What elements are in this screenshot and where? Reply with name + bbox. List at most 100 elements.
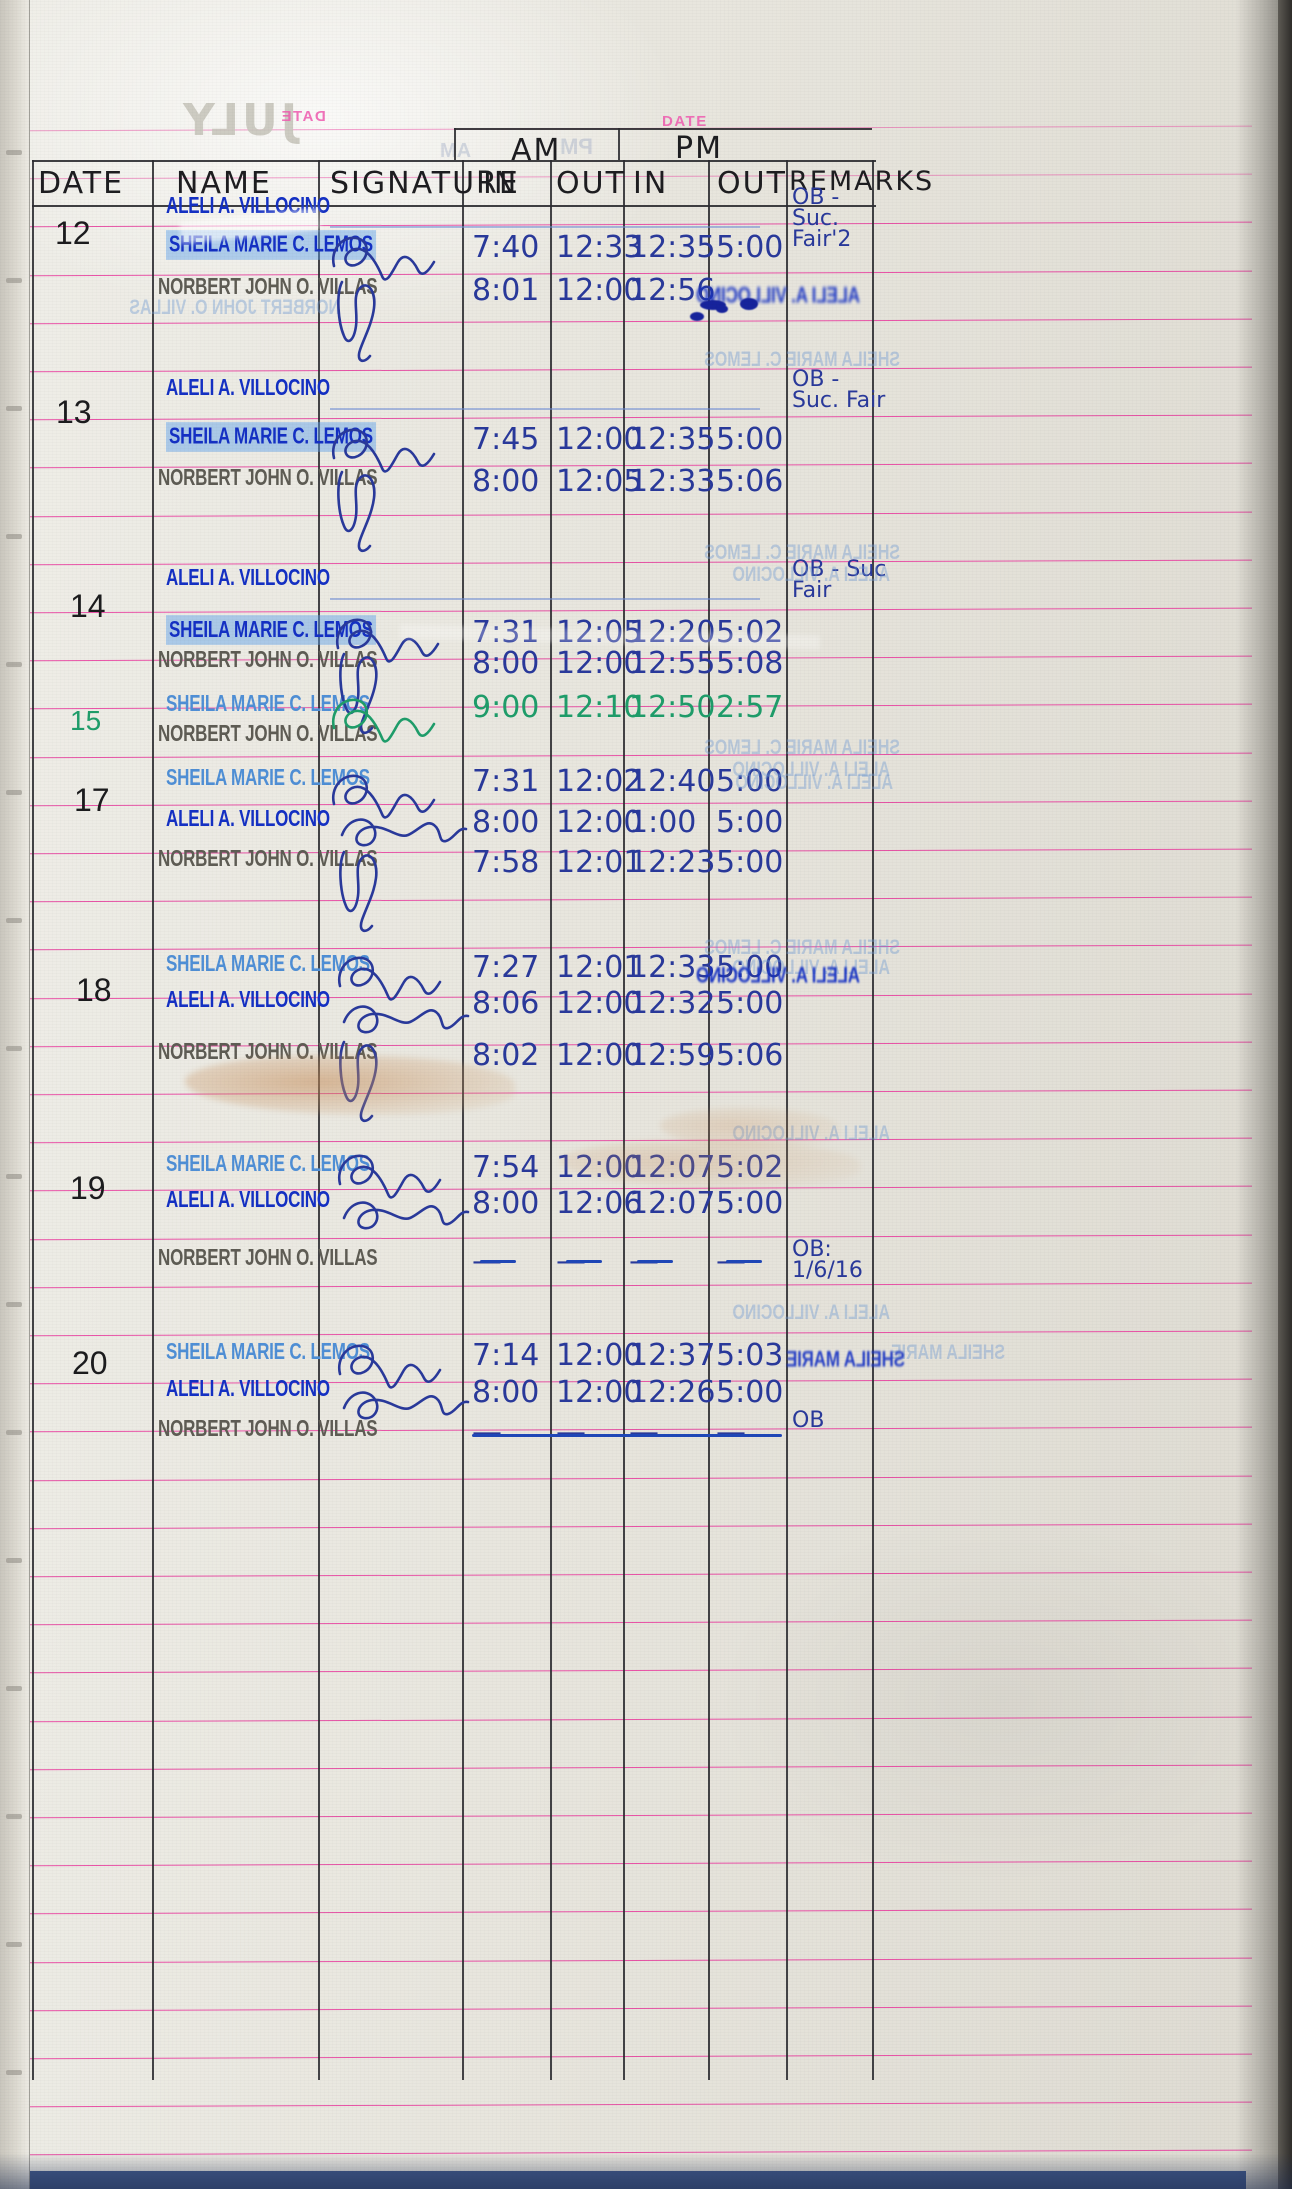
- ink-blot: [740, 298, 758, 310]
- column-divider: [618, 128, 620, 160]
- cell-am-in: 7:31: [472, 764, 540, 799]
- cell-am-out: 12:00: [556, 273, 643, 308]
- column-divider: [872, 160, 874, 2080]
- cell-am-out: 12:00: [556, 1150, 642, 1185]
- signature-mark: [340, 992, 480, 1082]
- cell-am-in: 7:14: [472, 1338, 540, 1373]
- cell-pm-in: 12:33: [629, 464, 716, 499]
- cell-date: 14: [70, 588, 106, 624]
- cell-am-out: 12:05: [556, 615, 642, 650]
- cell-am-in: —: [472, 1415, 502, 1450]
- cell-pm-in: 12:07: [629, 1150, 715, 1185]
- cell-pm-in: 12:35: [629, 230, 716, 265]
- cell-am-out: 12:01: [556, 950, 643, 985]
- row-divider: [32, 205, 876, 208]
- signature-mark: [330, 694, 470, 784]
- cell-name: SHEILA MARIE C. LEMOS: [166, 1150, 370, 1177]
- ob-strike-line: [330, 598, 760, 600]
- cell-date: 20: [72, 1345, 108, 1381]
- column-divider: [708, 160, 710, 2080]
- col-header-pm-out: OUT: [717, 166, 787, 201]
- cell-pm-out: 5:00: [716, 1186, 784, 1221]
- signature-mark: [340, 1378, 480, 1468]
- cell-name: SHEILA MARIE C. LEMOS: [166, 1338, 370, 1365]
- cell-pm-out: 5:06: [716, 1038, 784, 1073]
- cell-name: ALELI A. VILLOCINO: [166, 564, 330, 591]
- cell-pm-out: 5:00: [716, 764, 784, 799]
- cell-pm-out: 5:00: [716, 230, 784, 265]
- cell-remarks: OB - Suc. Fair'2: [792, 185, 852, 252]
- bottom-shadow: [0, 2153, 1292, 2189]
- row-divider: [32, 160, 876, 163]
- row-divider: [454, 128, 872, 131]
- cell-am-out: 12:00: [556, 1375, 643, 1410]
- cell-date: 17: [74, 782, 110, 818]
- column-divider: [623, 160, 625, 2080]
- col-header-am-in: IN: [483, 166, 519, 201]
- cell-am-in: 8:00: [472, 1375, 540, 1410]
- cell-pm-in: 12:33: [629, 950, 716, 985]
- cell-pm-out: 5:00: [716, 422, 784, 457]
- cell-am-in: 8:01: [472, 273, 540, 308]
- cell-pm-out: 5:03: [716, 1338, 784, 1373]
- cell-am-in: 8:00: [472, 646, 540, 681]
- page-edge: [1278, 0, 1292, 2189]
- cell-am-in: 8:06: [472, 986, 540, 1021]
- cell-am-out: 12:33: [556, 230, 643, 265]
- cell-am-out: 12:05: [556, 464, 643, 499]
- signature-mark: [330, 424, 470, 514]
- cell-pm-in: 12:55: [629, 646, 716, 681]
- coffee-stain: [185, 1055, 515, 1115]
- column-divider: [454, 128, 456, 160]
- coffee-stain-3: [660, 1108, 840, 1148]
- column-divider: [550, 160, 552, 2080]
- cell-am-in: 7:45: [472, 422, 540, 457]
- cell-pm-in: —: [629, 1415, 659, 1450]
- absent-strike: [472, 1434, 782, 1437]
- cell-am-out: 12:00: [556, 646, 643, 681]
- cell-date: 12: [55, 215, 91, 251]
- cell-pm-in: 1:00: [629, 805, 697, 840]
- absent-dash: [726, 1260, 762, 1263]
- cell-pm-out: 5:00: [716, 986, 784, 1021]
- cell-am-out: —: [556, 1415, 586, 1450]
- signature-mark: [330, 468, 470, 558]
- cell-name: NORBERT JOHN O. VILLAS: [158, 720, 378, 747]
- ink-blot: [716, 305, 728, 313]
- signature-mark: [330, 770, 470, 860]
- printed-date-label-right: DATE: [662, 113, 708, 130]
- col-header-signature: SIGNATURE: [330, 166, 520, 201]
- cell-date: 13: [56, 394, 92, 430]
- col-header-name: NAME: [176, 166, 272, 201]
- cell-am-in: 7:54: [472, 1150, 540, 1185]
- cell-am-out: 12:00: [556, 986, 643, 1021]
- cell-date: 15: [70, 705, 102, 736]
- cell-date: 18: [76, 972, 112, 1008]
- signature-mark: [336, 1150, 476, 1240]
- absent-dash: [637, 1260, 673, 1263]
- cell-am-out: 12:00: [556, 422, 643, 457]
- cell-am-out: 12:00: [556, 805, 643, 840]
- cell-pm-out: 5:02: [716, 1150, 783, 1185]
- signature-mark: [338, 805, 478, 895]
- ob-strike-line: [330, 226, 760, 228]
- cell-am-out: 12:01: [556, 845, 643, 880]
- cell-name: ALELI A. VILLOCINO: [166, 805, 330, 832]
- cell-name: ALELI A. VILLOCINO: [166, 374, 330, 401]
- cell-pm-in: 12:37: [629, 1338, 716, 1373]
- cell-am-out: 12:00: [556, 1338, 643, 1373]
- cell-name: ALELI A. VILLOCINO: [166, 1375, 330, 1402]
- col-header-am-out: OUT: [556, 166, 626, 201]
- cell-name: SHEILA MARIE C. LEMOS: [166, 950, 370, 977]
- cell-remarks: OB: [792, 1408, 825, 1433]
- absent-dash: [480, 1260, 516, 1263]
- column-divider: [318, 160, 320, 2080]
- cell-pm-out: 5:00: [716, 805, 784, 840]
- column-divider: [152, 160, 154, 2080]
- column-divider: [462, 160, 464, 2080]
- cell-pm-out: 5:00: [716, 950, 784, 985]
- cell-am-in: 7:58: [472, 845, 540, 880]
- cell-am-in: 8:00: [472, 464, 540, 499]
- cell-pm-in: 12:40: [629, 764, 716, 799]
